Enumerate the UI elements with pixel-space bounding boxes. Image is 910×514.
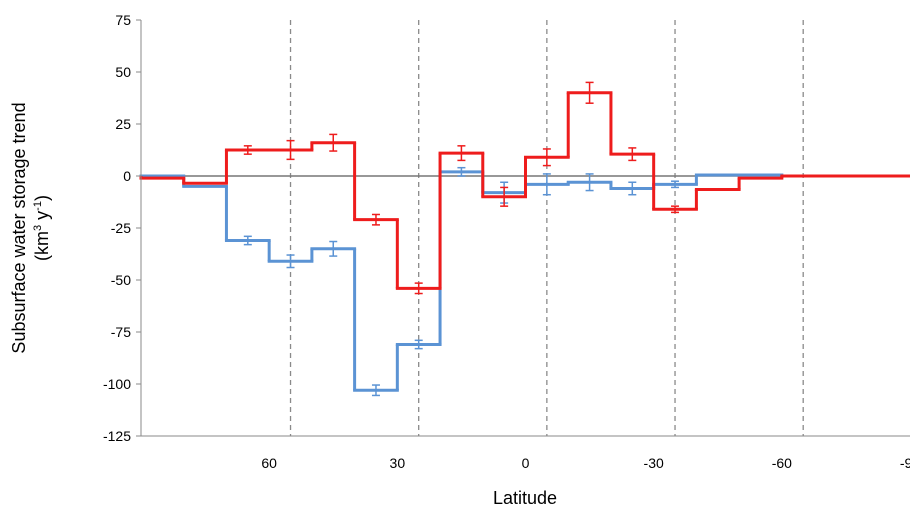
axes <box>140 20 910 437</box>
y-axis-title-line2: (km3 y-1) <box>32 195 52 261</box>
y-tick-label--100: -100 <box>103 376 131 392</box>
series-0 <box>139 166 910 397</box>
y-tick-label-0: 0 <box>123 168 131 184</box>
y-tick-label--25: -25 <box>111 220 131 236</box>
error-bar-s1-5 <box>371 213 380 226</box>
y-tick-label-75: 75 <box>115 12 131 28</box>
error-bar-s0-12 <box>671 180 680 189</box>
error-bar-s1-7 <box>457 145 466 162</box>
y-tick-label--50: -50 <box>111 272 131 288</box>
error-bar-s0-3 <box>286 254 295 269</box>
y-unit-km: (km <box>32 231 52 261</box>
error-bar-s1-2 <box>243 145 252 155</box>
y-tick-label-50: 50 <box>115 64 131 80</box>
y-axis-title-line1: Subsurface water storage trend <box>9 102 29 353</box>
error-bar-s1-3 <box>286 139 295 161</box>
error-bar-s1-8 <box>500 186 509 207</box>
y-unit-sup-minus1: -1 <box>32 201 44 211</box>
error-bar-s1-12 <box>671 205 680 214</box>
error-bar-s0-9 <box>542 173 551 196</box>
error-bar-s1-11 <box>628 147 637 162</box>
series-group <box>139 81 910 397</box>
vertical-gridlines <box>289 20 804 436</box>
y-unit-y: y <box>32 211 52 225</box>
x-tick-label-60: 60 <box>261 455 277 471</box>
x-tick-label--60: -60 <box>772 455 792 471</box>
y-tick-label--125: -125 <box>103 428 131 444</box>
y-tick-labels: 75 50 25 0 -25 -50 -75 -100 -125 <box>103 12 141 444</box>
error-bar-s0-2 <box>243 235 252 246</box>
y-unit-close: ) <box>32 195 52 201</box>
error-bar-s0-6 <box>414 339 423 350</box>
error-bar-s1-4 <box>329 133 338 152</box>
error-bar-s0-5 <box>371 384 380 397</box>
x-tick-label--90: -90 <box>900 455 910 471</box>
error-bar-s1-10 <box>585 81 594 104</box>
x-axis-title: Latitude <box>493 488 557 508</box>
y-tick-label-25: 25 <box>115 116 131 132</box>
error-bar-s0-10 <box>585 173 594 192</box>
y-tick-label--75: -75 <box>111 324 131 340</box>
x-tick-label-0: 0 <box>522 455 530 471</box>
x-tick-label-30: 30 <box>390 455 406 471</box>
series-1 <box>139 81 910 295</box>
y-unit-sup-3: 3 <box>32 225 44 231</box>
error-bar-s0-11 <box>628 181 637 196</box>
x-tick-labels: 60 30 0 -30 -60 -90 <box>261 455 910 471</box>
error-bar-s0-7 <box>457 166 466 177</box>
x-tick-label--30: -30 <box>644 455 664 471</box>
error-bar-s0-4 <box>329 240 338 257</box>
error-bar-s1-6 <box>414 282 423 295</box>
error-bar-s1-9 <box>542 148 551 167</box>
y-axis-title: Subsurface water storage trend (km3 y-1) <box>9 102 52 353</box>
